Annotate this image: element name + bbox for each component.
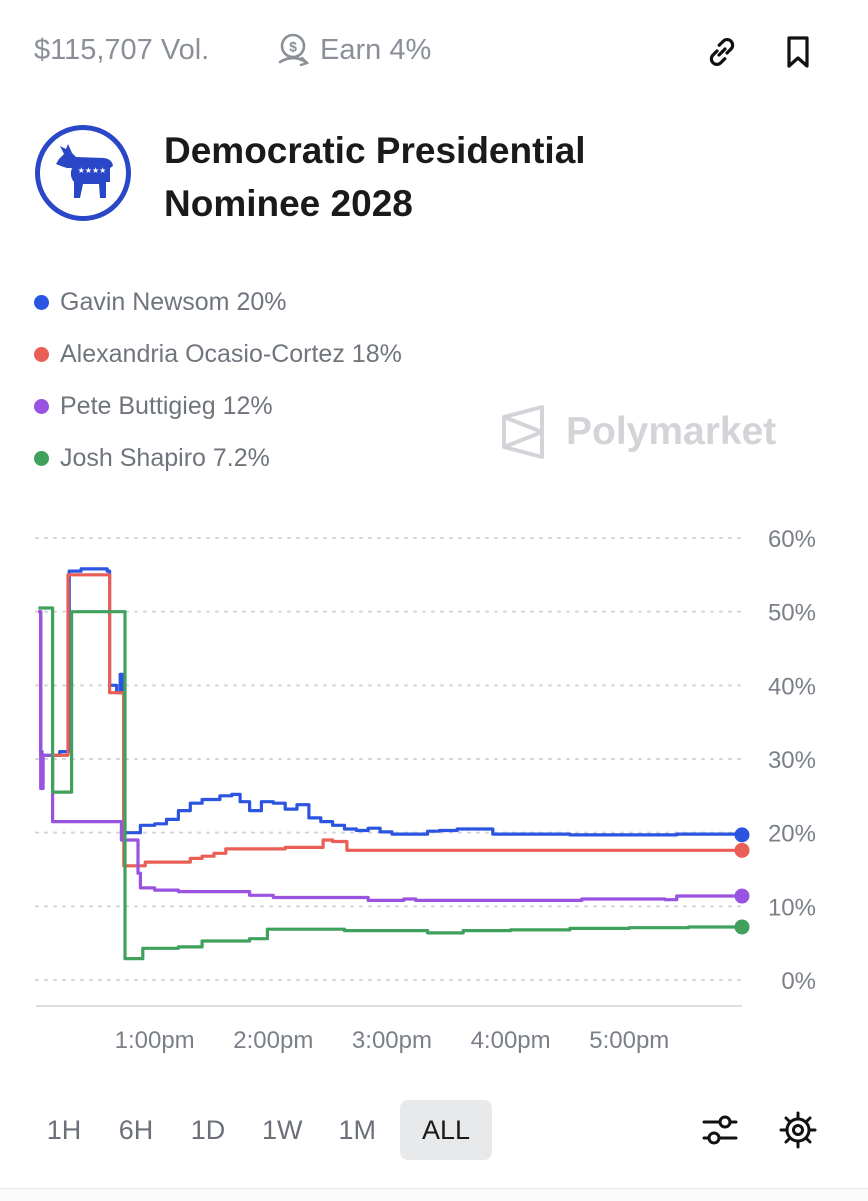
y-axis: 0% 10% 20% 30% 40% 50% 60% [768,526,816,995]
legend-dot [34,398,49,414]
y-tick-label: 50% [768,600,816,627]
legend-label: Josh Shapiro 7.2% [60,443,270,472]
series-end-point-gavin-newsom [734,827,750,843]
polymarket-watermark: Polymarket [500,405,776,459]
legend-dot [34,346,49,362]
legend-item-buttigieg: Pete Buttigieg 12% [34,380,402,432]
time-range-selector: 1H 6H 1D 1W 1M ALL [34,1100,504,1160]
svg-text:$: $ [289,39,297,55]
series-end-point-pete-buttigieg [734,888,750,904]
bottom-panel-edge [0,1188,868,1201]
range-button-all[interactable]: ALL [400,1100,493,1160]
legend-dot [34,450,49,466]
chart-grid [35,537,743,981]
series-line-gavin-newsom [38,567,738,837]
polymarket-logo-icon [502,405,544,459]
y-tick-label: 20% [768,821,816,848]
x-tick-label: 3:00pm [352,1027,432,1054]
earn-badge[interactable]: $ Earn 4% [276,32,431,68]
earn-coin-icon: $ [278,33,310,67]
range-button-1h[interactable]: 1H [46,1114,82,1145]
x-axis: 1:00pm 2:00pm 3:00pm 4:00pm 5:00pm [36,1005,742,1054]
legend-label: Gavin Newsom 20% [60,287,287,316]
x-tick-label: 1:00pm [115,1027,195,1054]
legend-label: Pete Buttigieg 12% [60,391,273,420]
bookmark-icon [787,36,809,68]
legend-item-ocasio-cortez: Alexandria Ocasio-Cortez 18% [34,328,402,380]
legend-item-newsom: Gavin Newsom 20% [34,276,402,328]
link-icon [709,38,735,66]
legend-dot [34,294,49,310]
range-button-1d[interactable]: 1D [190,1114,226,1145]
price-history-chart[interactable]: 0% 10% 20% 30% 40% 50% 60% 1:00pm 2:00pm 3:00pm 4… [0,500,868,1080]
link-button[interactable] [702,32,742,72]
y-tick-label: 40% [768,673,816,700]
svg-text:★★★★: ★★★★ [78,166,107,175]
watermark-text: Polymarket [566,410,777,453]
range-button-6h[interactable]: 6H [118,1114,154,1145]
democratic-donkey-icon: ★★★★ [34,124,132,222]
x-tick-label: 2:00pm [233,1027,313,1054]
series-line-pete-buttigieg [38,610,737,902]
gear-icon [779,1111,817,1149]
x-tick-label: 4:00pm [471,1027,551,1054]
legend-item-shapiro: Josh Shapiro 7.2% [34,432,402,484]
series-end-point-josh-shapiro [734,919,750,935]
volume-label: $115,707 Vol. [34,34,210,66]
earn-label: Earn 4% [320,33,432,66]
chart-settings-button[interactable] [776,1108,820,1152]
x-tick-label: 5:00pm [589,1027,669,1054]
y-tick-label: 0% [781,968,816,995]
chart-legend: Gavin Newsom 20% Alexandria Ocasio-Corte… [34,276,402,484]
bookmark-button[interactable] [778,32,818,72]
series-line-alexandria-ocasio-cortez [38,573,737,868]
sliders-icon [702,1115,738,1145]
y-tick-label: 10% [768,894,816,921]
market-header: $115,707 Vol. $ Earn 4% [0,0,868,100]
market-title: Democratic Presidential Nominee 2028 [164,130,586,224]
y-tick-label: 30% [768,747,816,774]
series-line-josh-shapiro [38,606,737,961]
legend-label: Alexandria Ocasio-Cortez 18% [60,339,402,368]
chart-series [38,567,750,961]
series-end-point-alexandria-ocasio-cortez [734,842,750,858]
range-button-1m[interactable]: 1M [338,1114,377,1145]
range-button-1w[interactable]: 1W [262,1114,303,1145]
y-tick-label: 60% [768,526,816,553]
chart-filter-button[interactable] [698,1108,742,1152]
